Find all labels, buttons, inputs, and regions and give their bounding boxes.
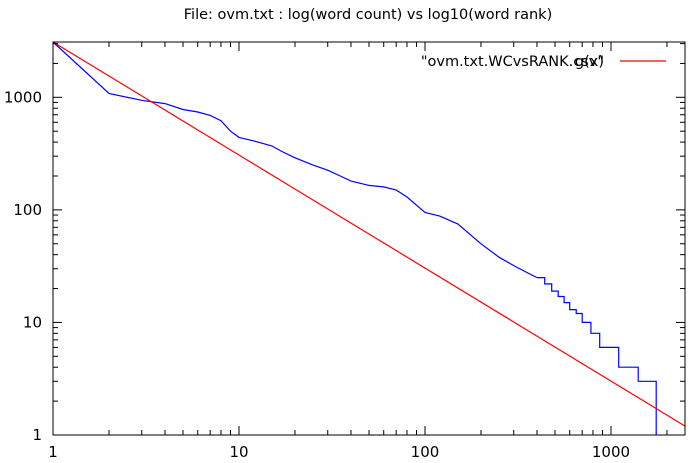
chart-title: File: ovm.txt : log(word count) vs log10… xyxy=(184,7,552,23)
legend-entry-2-label: g(x) xyxy=(575,54,604,70)
x-tick-labels: 1 10 100 1000 xyxy=(48,443,630,461)
series-line-1 xyxy=(52,41,538,279)
legend-entry-1-label: "ovm.txt.WCvsRANK.csv" xyxy=(421,54,604,70)
y-tick-labels: 1 10 100 1000 xyxy=(4,88,42,444)
x-tick-label: 100 xyxy=(411,443,440,461)
x-tick-label: 1000 xyxy=(592,443,630,461)
axis-ticks xyxy=(52,42,685,436)
y-tick-label: 1000 xyxy=(4,88,42,106)
series-line-2 xyxy=(537,277,657,435)
x-tick-label: 10 xyxy=(229,443,248,461)
plot-area xyxy=(52,41,686,435)
y-tick-label: 10 xyxy=(23,313,42,331)
legend: "ovm.txt.WCvsRANK.csv" g(x) xyxy=(421,54,666,70)
y-tick-label: 1 xyxy=(32,426,42,444)
x-tick-label: 1 xyxy=(48,443,58,461)
y-tick-label: 100 xyxy=(13,201,42,219)
series-line-3 xyxy=(52,41,686,427)
